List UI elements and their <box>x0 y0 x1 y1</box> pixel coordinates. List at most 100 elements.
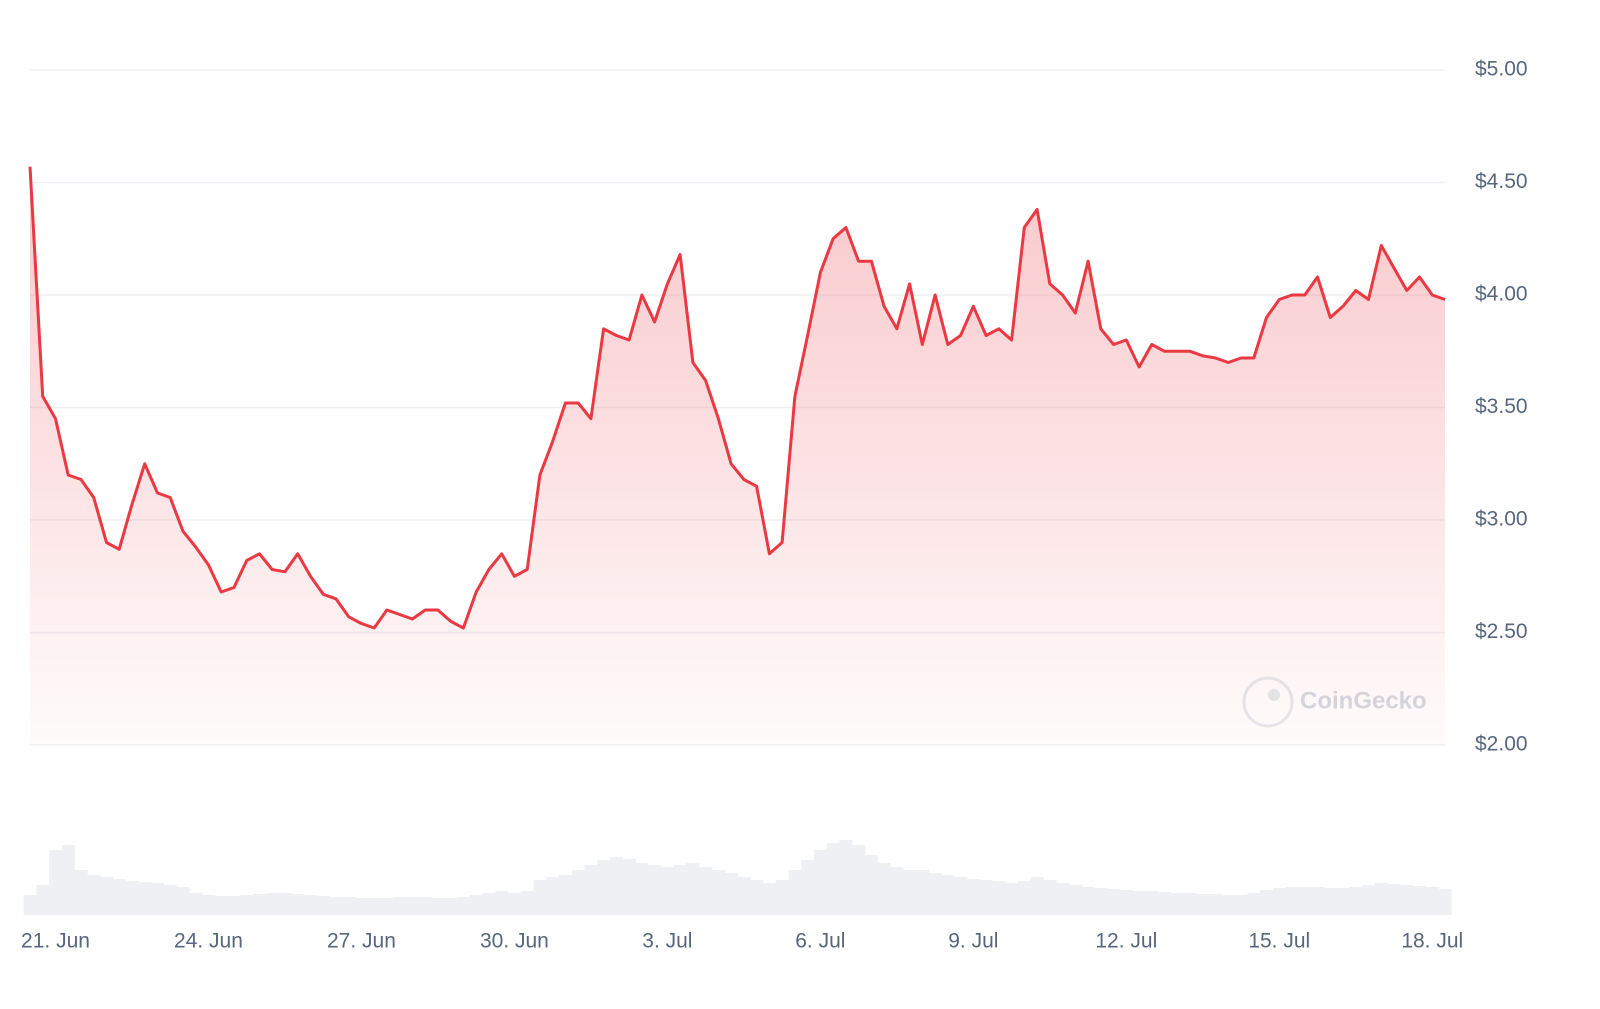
watermark-logo <box>1242 676 1294 728</box>
volume-bar <box>890 867 904 915</box>
volume-bar <box>712 870 726 915</box>
volume-bar <box>23 895 37 915</box>
volume-bar <box>762 883 777 915</box>
volume-bar <box>864 855 879 915</box>
watermark-logo-eye <box>1268 689 1280 701</box>
volume-bar <box>1017 881 1031 915</box>
volume-bar <box>673 865 687 915</box>
volume-bar <box>788 870 802 915</box>
volume-bar <box>469 895 483 915</box>
volume-bar <box>648 865 662 915</box>
y-tick-label: $2.00 <box>1475 733 1528 756</box>
x-tick-label: 15. Jul <box>1248 930 1310 953</box>
volume-bar <box>915 870 930 915</box>
volume-bar <box>87 875 101 915</box>
y-tick-label: $4.50 <box>1475 170 1528 193</box>
volume-bar <box>839 840 853 915</box>
y-tick-label: $2.50 <box>1475 620 1528 643</box>
x-tick-label: 30. Jun <box>480 930 549 953</box>
volume-bar <box>1107 889 1121 915</box>
volume-bar <box>393 897 407 915</box>
y-tick-label: $3.50 <box>1475 395 1528 418</box>
volume-bar <box>954 877 968 915</box>
volume-bar <box>1005 883 1019 915</box>
volume-bar <box>1094 888 1108 915</box>
x-tick-label: 12. Jul <box>1095 930 1157 953</box>
volume-bar <box>928 873 942 915</box>
volume-bar <box>1119 890 1133 915</box>
volume-bar <box>1183 893 1197 915</box>
volume-bar <box>36 885 50 915</box>
volume-bar <box>622 859 636 915</box>
volume-bar <box>559 875 573 915</box>
volume-bar <box>1132 891 1146 915</box>
volume-bar <box>966 879 981 915</box>
volume-bar <box>1081 887 1095 915</box>
volume-bar <box>495 891 509 915</box>
volume-bar <box>877 863 891 915</box>
volume-bar <box>278 893 292 915</box>
volume-bar <box>176 887 190 915</box>
volume-bar <box>138 882 152 915</box>
y-tick-label: $3.00 <box>1475 508 1528 531</box>
volume-bar <box>1234 895 1248 915</box>
volume-bar <box>240 895 254 915</box>
volume-bar <box>1387 884 1401 915</box>
volume-bar <box>418 897 432 915</box>
x-tick-label: 24. Jun <box>174 930 243 953</box>
volume-bar <box>49 850 63 915</box>
volume-bar <box>941 875 955 915</box>
volume-bar <box>355 898 369 915</box>
volume-bar <box>74 870 88 915</box>
volume-bar <box>1349 887 1363 915</box>
volume-bar <box>1400 885 1414 915</box>
volume-bar <box>227 896 241 915</box>
volume-bar <box>508 893 522 915</box>
volume-bar <box>1413 886 1427 915</box>
volume-bar <box>1196 894 1210 915</box>
volume-bar <box>380 898 394 915</box>
volume-bar <box>329 897 343 915</box>
volume-bar <box>992 881 1006 915</box>
volume-bar <box>1298 887 1312 915</box>
y-tick-label: $4.00 <box>1475 283 1528 306</box>
volume-bar <box>1438 889 1452 915</box>
volume-bar <box>342 897 356 915</box>
volume-bar <box>546 877 560 915</box>
volume-bar <box>1068 885 1082 915</box>
volume-bars <box>23 840 1452 915</box>
volume-bar <box>406 897 420 915</box>
volume-bar <box>635 863 649 915</box>
volume-bar <box>1374 883 1388 915</box>
volume-bar <box>826 843 840 915</box>
volume-bar <box>750 880 764 915</box>
x-tick-label: 9. Jul <box>948 930 998 953</box>
volume-bar <box>100 877 114 915</box>
volume-bar <box>1056 883 1070 915</box>
volume-bar <box>597 860 611 915</box>
volume-bar <box>1285 887 1299 915</box>
volume-bar <box>686 863 700 915</box>
volume-bar <box>1362 885 1376 915</box>
price-line <box>28 166 1446 630</box>
volume-bar <box>125 881 139 915</box>
volume-bar <box>367 898 381 915</box>
volume-bar <box>457 897 471 915</box>
volume-bar <box>482 893 496 915</box>
volume-bar <box>584 865 598 915</box>
volume-bar <box>520 891 534 915</box>
volume-bar <box>1336 888 1350 915</box>
volume-bar <box>1323 888 1337 915</box>
x-tick-label: 3. Jul <box>642 930 692 953</box>
volume-bar <box>1170 893 1184 915</box>
watermark: CoinGecko <box>1242 676 1427 728</box>
volume-bar <box>291 894 305 915</box>
x-tick-label: 18. Jul <box>1401 930 1463 953</box>
volume-bar <box>1145 891 1159 915</box>
volume-bar <box>775 880 789 915</box>
volume-bar <box>61 845 75 915</box>
volume-bar <box>431 898 445 915</box>
volume-bar <box>1311 887 1325 915</box>
volume-bar <box>163 885 177 915</box>
